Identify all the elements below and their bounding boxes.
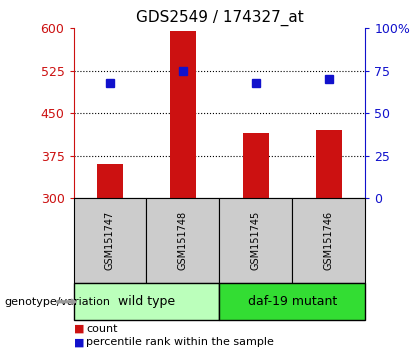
Text: genotype/variation: genotype/variation — [4, 297, 110, 307]
Text: ■: ■ — [74, 337, 84, 347]
Text: GSM151746: GSM151746 — [324, 211, 334, 270]
Title: GDS2549 / 174327_at: GDS2549 / 174327_at — [136, 9, 303, 25]
Bar — [97, 164, 123, 198]
Bar — [170, 31, 196, 198]
Text: count: count — [86, 324, 118, 333]
Bar — [243, 133, 269, 198]
Text: wild type: wild type — [118, 295, 175, 308]
Text: percentile rank within the sample: percentile rank within the sample — [86, 337, 274, 347]
Text: daf-19 mutant: daf-19 mutant — [248, 295, 337, 308]
Text: ■: ■ — [74, 324, 84, 333]
Bar — [316, 130, 342, 198]
Text: GSM151745: GSM151745 — [251, 211, 261, 270]
Text: GSM151747: GSM151747 — [105, 211, 115, 270]
Text: GSM151748: GSM151748 — [178, 211, 188, 270]
